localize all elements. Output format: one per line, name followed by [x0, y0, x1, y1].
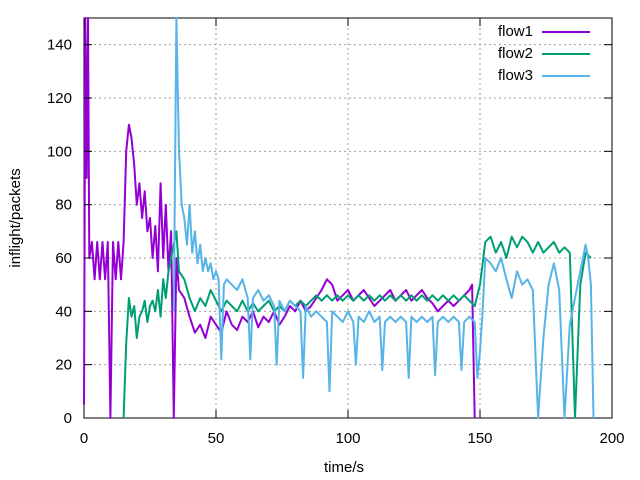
y-axis-title: inflight/packets: [7, 168, 24, 267]
x-tick-label: 200: [599, 430, 624, 447]
x-axis-title: time/s: [324, 459, 364, 476]
series-line-flow1: [83, 17, 476, 419]
y-tick-label: 20: [55, 357, 72, 374]
y-tick-label: 60: [55, 250, 72, 267]
series-line-flow3: [172, 17, 595, 419]
legend-label-flow1: flow1: [498, 23, 533, 40]
legend-label-flow2: flow2: [498, 45, 533, 62]
x-tick-label: 150: [467, 430, 492, 447]
y-tick-label: 80: [55, 197, 72, 214]
x-tick-label: 100: [335, 430, 360, 447]
x-tick-label: 0: [80, 430, 88, 447]
legend-label-flow3: flow3: [498, 67, 533, 84]
y-tick-label: 100: [47, 143, 72, 160]
x-tick-label: 50: [208, 430, 225, 447]
series-layer: [83, 17, 595, 419]
ticks: 0 50 100 150 200 0 20 40 60 80 100 120 140: [47, 18, 625, 447]
y-tick-label: 120: [47, 90, 72, 107]
series-line-flow2: [122, 230, 592, 419]
y-tick-label: 40: [55, 303, 72, 320]
legend: flow1 flow2 flow3: [498, 23, 590, 84]
y-tick-label: 140: [47, 37, 72, 54]
grid: [84, 18, 612, 418]
y-tick-label: 0: [64, 410, 72, 427]
